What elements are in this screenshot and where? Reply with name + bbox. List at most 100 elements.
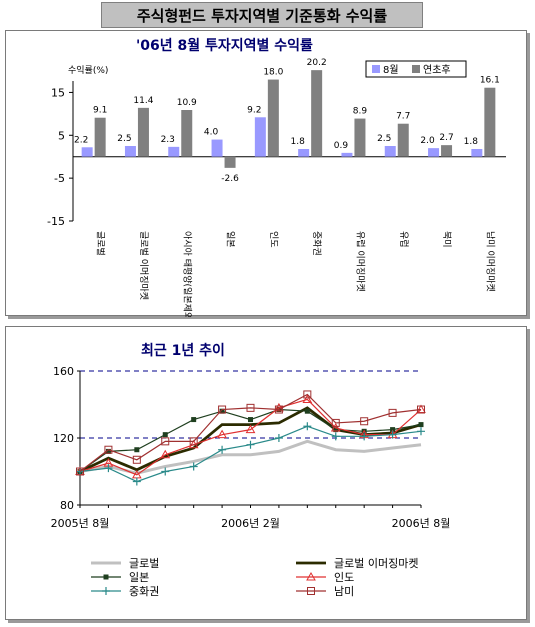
category-label: 일본 (225, 231, 236, 248)
x-tick-label: 2006년 2월 (221, 517, 280, 530)
y-tick-label: 5 (58, 129, 65, 142)
point (217, 429, 227, 439)
series-line (79, 439, 422, 475)
bar (81, 147, 93, 157)
point (303, 390, 312, 399)
y-axis-label: 수익률(%) (68, 64, 108, 76)
data-label: 2.0 (420, 136, 435, 146)
point (161, 437, 170, 446)
bar (354, 118, 366, 157)
point (191, 417, 197, 423)
category-label: 유럽 이머징마켓 (354, 231, 365, 292)
data-label: 10.9 (177, 98, 197, 108)
point (189, 462, 198, 471)
legend-entry: 중화권 (129, 585, 159, 598)
legend-entry: 글로벌 이머징마켓 (334, 557, 418, 570)
point (360, 417, 369, 426)
point (306, 571, 316, 581)
line-chart: 최근 1년 추이 80 120 160 2005년 8월 2006년 2월 2006년 8월… (51, 342, 451, 598)
point (390, 427, 396, 433)
point (388, 430, 397, 439)
bar (397, 123, 409, 157)
bar (168, 146, 180, 157)
bar (341, 152, 353, 157)
data-label: 0.9 (334, 141, 349, 151)
category-label: 글로벌 이머징마켓 (138, 231, 149, 300)
bar (471, 149, 483, 157)
bar (384, 146, 396, 157)
bar (94, 117, 106, 157)
point (132, 477, 141, 486)
data-label: 2.7 (439, 133, 453, 143)
data-label: 7.7 (396, 112, 410, 122)
point (333, 427, 339, 433)
point (160, 449, 171, 459)
legend-swatch (412, 65, 420, 73)
point (418, 422, 424, 428)
category-label: 중화권 (311, 231, 323, 256)
point (274, 405, 283, 414)
legend-entry: 남미 (334, 585, 354, 598)
legend-entry: 일본 (129, 570, 149, 584)
bar (181, 110, 193, 157)
point (330, 422, 341, 432)
data-label: 9.2 (247, 105, 261, 115)
category-label: 인도 (268, 231, 279, 248)
point (246, 403, 255, 412)
point (416, 404, 426, 414)
bar (267, 79, 279, 157)
point (162, 432, 168, 438)
point (331, 418, 340, 427)
point (360, 432, 369, 441)
point (134, 447, 140, 453)
bar (211, 139, 223, 157)
data-label: 1.8 (464, 137, 479, 147)
category-label: 북미 (441, 231, 452, 248)
data-label: 2.5 (377, 134, 391, 144)
y-tick-label: 15 (51, 86, 65, 99)
line-chart-panel: 최근 1년 추이 80 120 160 2005년 8월 2006년 2월 2006년 8월… (5, 326, 527, 620)
point (103, 574, 109, 580)
data-label: 4.0 (204, 128, 219, 138)
y-tick-label: -15 (47, 215, 65, 228)
point (417, 405, 425, 414)
category-label: 유럽 (398, 231, 409, 248)
legend-entry: 연초후 (423, 64, 451, 76)
bar-chart-panel: '06년 8월 투자지역별 수익률 수익률(%) -15 -5 5 15 8월 연초후 2.2 9… (5, 30, 527, 317)
bar (137, 107, 149, 157)
point (417, 427, 425, 436)
y-tick-label: 80 (60, 499, 74, 512)
point (218, 445, 227, 454)
bar (124, 146, 136, 157)
point (246, 440, 255, 449)
point (188, 439, 199, 449)
bar (428, 148, 440, 157)
data-label: 20.2 (307, 58, 327, 68)
chart-title: '06년 8월 투자지역별 수익률 (136, 37, 313, 54)
bar (311, 70, 323, 157)
point (304, 408, 310, 414)
series-line (79, 393, 422, 472)
point (302, 394, 313, 403)
point (274, 434, 283, 442)
data-label: 2.3 (161, 135, 175, 145)
point (331, 432, 340, 441)
data-label: 11.4 (133, 96, 153, 106)
x-tick-label: 2005년 8월 (51, 517, 110, 530)
bar (224, 156, 236, 168)
y-tick-label: 120 (53, 432, 74, 445)
point (104, 464, 113, 473)
data-label: 8.9 (353, 107, 368, 117)
point (76, 467, 84, 476)
point (219, 408, 225, 414)
bar (298, 149, 310, 157)
point (102, 587, 110, 595)
data-label: 1.8 (290, 137, 305, 147)
point (105, 448, 111, 454)
y-tick-label: 160 (53, 365, 74, 378)
x-tick-label: 2006년 8월 (392, 517, 451, 530)
data-label: 18.0 (263, 68, 283, 78)
chart-title: 최근 1년 추이 (141, 342, 225, 359)
point (132, 455, 141, 464)
